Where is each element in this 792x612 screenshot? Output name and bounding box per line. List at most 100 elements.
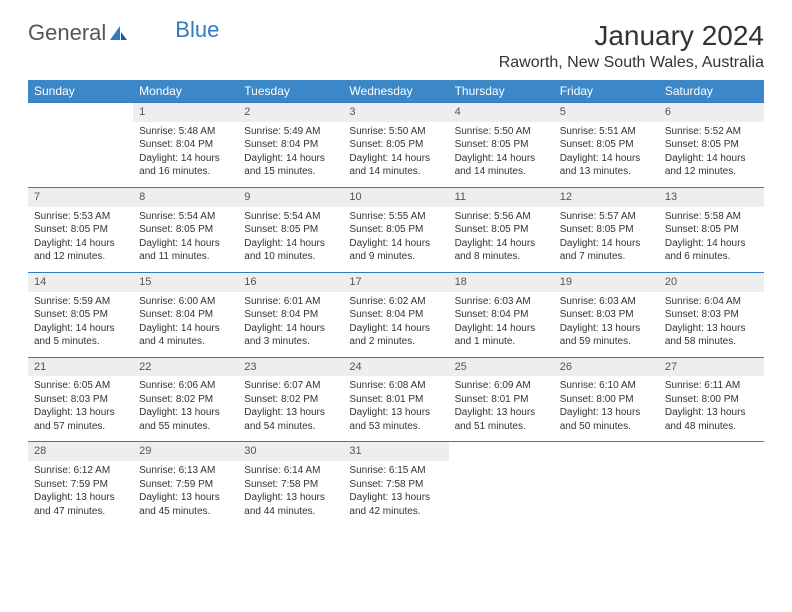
daylight-text: Daylight: 14 hours and 13 minutes.: [560, 152, 653, 179]
sunrise-text: Sunrise: 6:01 AM: [244, 295, 337, 309]
calendar-body: 1Sunrise: 5:48 AMSunset: 8:04 PMDaylight…: [28, 103, 764, 527]
calendar-day-cell: 24Sunrise: 6:08 AMSunset: 8:01 PMDayligh…: [343, 357, 448, 442]
day-body: Sunrise: 5:50 AMSunset: 8:05 PMDaylight:…: [449, 122, 554, 187]
daylight-text: Daylight: 14 hours and 10 minutes.: [244, 237, 337, 264]
day-number: 6: [659, 103, 764, 122]
sunrise-text: Sunrise: 6:05 AM: [34, 379, 127, 393]
day-number: 4: [449, 103, 554, 122]
calendar-day-cell: 6Sunrise: 5:52 AMSunset: 8:05 PMDaylight…: [659, 103, 764, 188]
daylight-text: Daylight: 13 hours and 51 minutes.: [455, 406, 548, 433]
day-body: Sunrise: 6:14 AMSunset: 7:58 PMDaylight:…: [238, 461, 343, 526]
sunset-text: Sunset: 7:58 PM: [244, 478, 337, 492]
day-number: 26: [554, 358, 659, 377]
day-body: Sunrise: 5:58 AMSunset: 8:05 PMDaylight:…: [659, 207, 764, 272]
sunrise-text: Sunrise: 6:14 AM: [244, 464, 337, 478]
day-body: Sunrise: 5:59 AMSunset: 8:05 PMDaylight:…: [28, 292, 133, 357]
sunrise-text: Sunrise: 5:51 AM: [560, 125, 653, 139]
day-number: 11: [449, 188, 554, 207]
daylight-text: Daylight: 13 hours and 47 minutes.: [34, 491, 127, 518]
day-body: Sunrise: 5:51 AMSunset: 8:05 PMDaylight:…: [554, 122, 659, 187]
calendar-day-cell: 19Sunrise: 6:03 AMSunset: 8:03 PMDayligh…: [554, 272, 659, 357]
daylight-text: Daylight: 14 hours and 15 minutes.: [244, 152, 337, 179]
daylight-text: Daylight: 13 hours and 57 minutes.: [34, 406, 127, 433]
sunrise-text: Sunrise: 6:00 AM: [139, 295, 232, 309]
sunrise-text: Sunrise: 6:09 AM: [455, 379, 548, 393]
dow-tuesday: Tuesday: [238, 80, 343, 103]
day-number: 24: [343, 358, 448, 377]
day-body: Sunrise: 5:53 AMSunset: 8:05 PMDaylight:…: [28, 207, 133, 272]
day-number: 1: [133, 103, 238, 122]
day-body: Sunrise: 5:49 AMSunset: 8:04 PMDaylight:…: [238, 122, 343, 187]
day-body: Sunrise: 6:03 AMSunset: 8:04 PMDaylight:…: [449, 292, 554, 357]
daylight-text: Daylight: 14 hours and 11 minutes.: [139, 237, 232, 264]
logo-sail-icon: [108, 24, 128, 42]
daylight-text: Daylight: 14 hours and 6 minutes.: [665, 237, 758, 264]
sunrise-text: Sunrise: 6:07 AM: [244, 379, 337, 393]
sunset-text: Sunset: 8:02 PM: [244, 393, 337, 407]
daylight-text: Daylight: 14 hours and 8 minutes.: [455, 237, 548, 264]
sunset-text: Sunset: 8:04 PM: [139, 308, 232, 322]
sunset-text: Sunset: 8:05 PM: [139, 223, 232, 237]
sunrise-text: Sunrise: 6:06 AM: [139, 379, 232, 393]
title-block: January 2024 Raworth, New South Wales, A…: [499, 20, 764, 72]
daylight-text: Daylight: 13 hours and 58 minutes.: [665, 322, 758, 349]
day-body: Sunrise: 5:55 AMSunset: 8:05 PMDaylight:…: [343, 207, 448, 272]
calendar-day-cell: 29Sunrise: 6:13 AMSunset: 7:59 PMDayligh…: [133, 442, 238, 526]
day-body: Sunrise: 5:57 AMSunset: 8:05 PMDaylight:…: [554, 207, 659, 272]
sunset-text: Sunset: 8:03 PM: [560, 308, 653, 322]
day-number: 25: [449, 358, 554, 377]
day-number: 20: [659, 273, 764, 292]
day-body: Sunrise: 5:50 AMSunset: 8:05 PMDaylight:…: [343, 122, 448, 187]
calendar-day-cell: 9Sunrise: 5:54 AMSunset: 8:05 PMDaylight…: [238, 187, 343, 272]
page-header: General Blue January 2024 Raworth, New S…: [28, 20, 764, 72]
calendar-day-cell: 8Sunrise: 5:54 AMSunset: 8:05 PMDaylight…: [133, 187, 238, 272]
day-body: Sunrise: 6:09 AMSunset: 8:01 PMDaylight:…: [449, 376, 554, 441]
sunrise-text: Sunrise: 5:57 AM: [560, 210, 653, 224]
day-body: Sunrise: 6:00 AMSunset: 8:04 PMDaylight:…: [133, 292, 238, 357]
day-body: Sunrise: 6:06 AMSunset: 8:02 PMDaylight:…: [133, 376, 238, 441]
day-number: 23: [238, 358, 343, 377]
sunrise-text: Sunrise: 5:56 AM: [455, 210, 548, 224]
calendar-day-cell: 13Sunrise: 5:58 AMSunset: 8:05 PMDayligh…: [659, 187, 764, 272]
day-body: [449, 446, 554, 457]
calendar-week-row: 14Sunrise: 5:59 AMSunset: 8:05 PMDayligh…: [28, 272, 764, 357]
calendar-day-cell: 31Sunrise: 6:15 AMSunset: 7:58 PMDayligh…: [343, 442, 448, 526]
sunset-text: Sunset: 8:05 PM: [560, 223, 653, 237]
calendar-day-cell: 2Sunrise: 5:49 AMSunset: 8:04 PMDaylight…: [238, 103, 343, 188]
day-number: 28: [28, 442, 133, 461]
sunset-text: Sunset: 8:05 PM: [665, 138, 758, 152]
calendar-day-cell: 14Sunrise: 5:59 AMSunset: 8:05 PMDayligh…: [28, 272, 133, 357]
day-body: Sunrise: 6:12 AMSunset: 7:59 PMDaylight:…: [28, 461, 133, 526]
calendar-week-row: 28Sunrise: 6:12 AMSunset: 7:59 PMDayligh…: [28, 442, 764, 526]
dow-wednesday: Wednesday: [343, 80, 448, 103]
calendar-day-cell: 25Sunrise: 6:09 AMSunset: 8:01 PMDayligh…: [449, 357, 554, 442]
day-number: 21: [28, 358, 133, 377]
sunset-text: Sunset: 7:59 PM: [139, 478, 232, 492]
calendar-day-cell: [28, 103, 133, 188]
sunrise-text: Sunrise: 6:12 AM: [34, 464, 127, 478]
sunrise-text: Sunrise: 6:03 AM: [455, 295, 548, 309]
day-number: 7: [28, 188, 133, 207]
day-body: Sunrise: 6:08 AMSunset: 8:01 PMDaylight:…: [343, 376, 448, 441]
calendar-day-cell: 27Sunrise: 6:11 AMSunset: 8:00 PMDayligh…: [659, 357, 764, 442]
calendar-day-cell: 30Sunrise: 6:14 AMSunset: 7:58 PMDayligh…: [238, 442, 343, 526]
day-body: [28, 107, 133, 118]
calendar-day-cell: 16Sunrise: 6:01 AMSunset: 8:04 PMDayligh…: [238, 272, 343, 357]
calendar-day-cell: 10Sunrise: 5:55 AMSunset: 8:05 PMDayligh…: [343, 187, 448, 272]
sunrise-text: Sunrise: 5:55 AM: [349, 210, 442, 224]
calendar-day-cell: 4Sunrise: 5:50 AMSunset: 8:05 PMDaylight…: [449, 103, 554, 188]
day-body: Sunrise: 5:56 AMSunset: 8:05 PMDaylight:…: [449, 207, 554, 272]
daylight-text: Daylight: 13 hours and 59 minutes.: [560, 322, 653, 349]
location-subtitle: Raworth, New South Wales, Australia: [499, 54, 764, 72]
calendar-week-row: 1Sunrise: 5:48 AMSunset: 8:04 PMDaylight…: [28, 103, 764, 188]
day-number: 29: [133, 442, 238, 461]
dow-saturday: Saturday: [659, 80, 764, 103]
sunset-text: Sunset: 8:05 PM: [455, 138, 548, 152]
sunrise-text: Sunrise: 5:54 AM: [139, 210, 232, 224]
day-body: Sunrise: 6:15 AMSunset: 7:58 PMDaylight:…: [343, 461, 448, 526]
calendar-day-cell: [554, 442, 659, 526]
daylight-text: Daylight: 13 hours and 42 minutes.: [349, 491, 442, 518]
daylight-text: Daylight: 13 hours and 54 minutes.: [244, 406, 337, 433]
day-body: Sunrise: 6:04 AMSunset: 8:03 PMDaylight:…: [659, 292, 764, 357]
sunset-text: Sunset: 8:05 PM: [455, 223, 548, 237]
